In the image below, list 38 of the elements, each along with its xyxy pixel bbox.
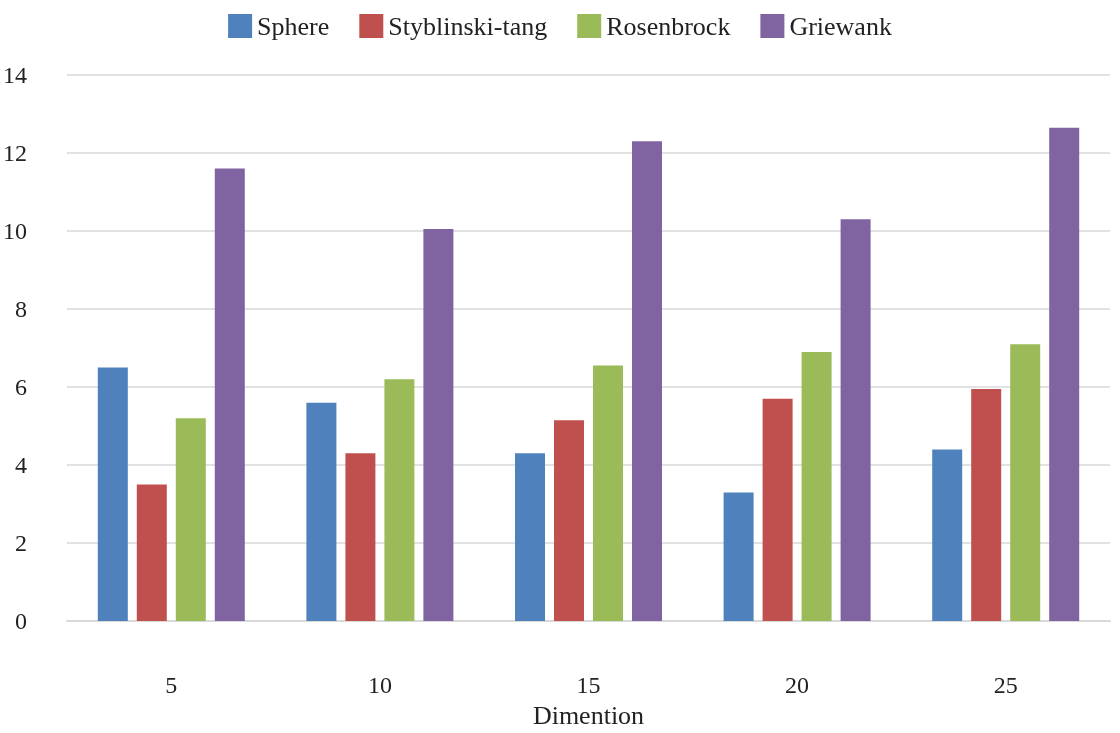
bar (554, 420, 584, 622)
bar (1010, 344, 1041, 622)
y-tick-label: 0 (15, 608, 27, 635)
x-tick-label: 25 (993, 672, 1018, 699)
bar (515, 453, 545, 622)
legend-label: Griewank (789, 11, 892, 41)
legend-label: Sphere (257, 11, 330, 41)
x-axis-title: Dimention (532, 700, 645, 730)
bar (932, 449, 963, 622)
bar (723, 492, 754, 622)
y-tick-label: 12 (3, 140, 27, 167)
bar (762, 398, 793, 622)
y-tick-label: 10 (3, 218, 27, 245)
bar (971, 389, 1002, 622)
bar (423, 229, 454, 622)
x-tick-label: 20 (785, 672, 810, 699)
bar (97, 367, 128, 622)
y-tick-label: 14 (3, 62, 27, 88)
legend-label: Rosenbrock (606, 11, 731, 41)
bar (175, 418, 206, 622)
bar (1049, 127, 1080, 622)
bar (840, 219, 871, 622)
x-tick-label: 5 (165, 672, 178, 699)
x-tick-label: 15 (576, 672, 601, 699)
bar (384, 379, 415, 622)
y-tick-label: 4 (15, 452, 27, 479)
bar (632, 141, 662, 622)
bar (136, 484, 167, 622)
y-tick-label: 8 (15, 296, 27, 323)
legend-label: Styblinski-tang (388, 11, 548, 41)
bar (306, 402, 337, 622)
bar (214, 168, 245, 622)
bar (345, 453, 376, 622)
x-tick-label: 10 (367, 672, 392, 699)
bar (593, 365, 623, 622)
y-tick-label: 2 (15, 530, 27, 557)
bar (801, 351, 832, 622)
y-tick-label: 6 (15, 374, 27, 401)
